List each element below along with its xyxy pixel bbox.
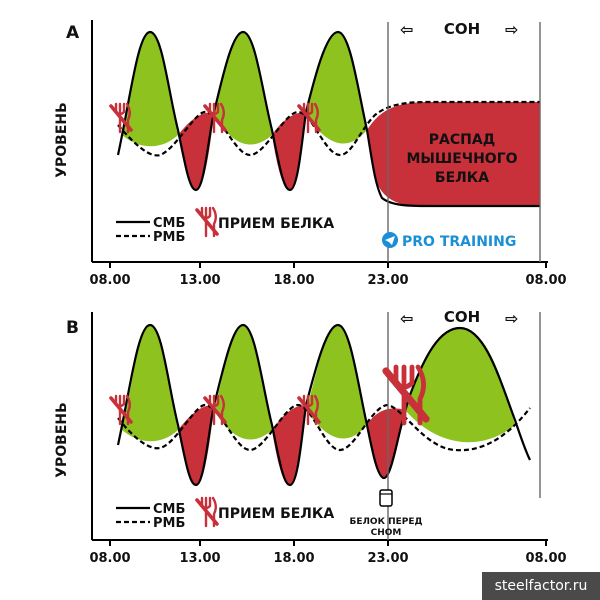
panel-b-legend-intake: ПРИЕМ БЕЛКА xyxy=(218,506,334,522)
panel-a-synthesis-peak-1 xyxy=(122,32,178,147)
panel-a-intake-icon-1 xyxy=(109,102,133,134)
panel-b-tick-4: 23.00 xyxy=(367,551,408,566)
panel-a-smb-line xyxy=(116,30,540,208)
panel-a-tick-1: 08.00 xyxy=(89,273,130,288)
panel-a-sleep-arrow-right: ⇨ xyxy=(505,20,518,39)
panel-a-tick-5: 08.00 xyxy=(525,273,566,288)
panel-b-synthesis-peak-1 xyxy=(122,325,178,442)
panel-b-synthesis-peak-sleep xyxy=(405,328,515,443)
panel-a-annotation-line-2: МЫШЕЧНОГО xyxy=(406,151,517,167)
panel-b-sleep-arrow-left: ⇦ xyxy=(400,309,413,328)
panel-b-sleep-label: СОН xyxy=(444,308,480,326)
panel-a-tick-2: 13.00 xyxy=(179,273,220,288)
panel-a-legend-intake: ПРИЕМ БЕЛКА xyxy=(218,216,334,232)
panel-b-legend-smb: СМБ xyxy=(153,502,185,517)
panel-a-y-axis-label: УРОВЕНЬ xyxy=(54,102,70,178)
panel-b-breakdown-trough-3 xyxy=(367,408,405,478)
watermark: steelfactor.ru xyxy=(482,572,600,600)
panel-a-tick-4: 23.00 xyxy=(367,273,408,288)
panel-a-sleep-label: СОН xyxy=(444,20,480,38)
panel-a: A УРОВЕНЬ ⇦ СОН ⇨ РАСПАД МЫШЕЧНОГО БЕЛКА xyxy=(54,20,567,288)
panel-b-ticks xyxy=(109,540,547,546)
panel-b-rmb-line xyxy=(117,403,531,452)
panel-a-ticks xyxy=(109,262,547,268)
panel-b-tick-2: 13.00 xyxy=(179,551,220,566)
panel-b-letter: B xyxy=(66,318,79,338)
panel-a-annotation-line-3: БЕЛКА xyxy=(435,170,489,186)
panel-a-legend-intake-icon xyxy=(195,206,219,238)
panel-b-tick-3: 18.00 xyxy=(273,551,314,566)
panel-a-annotation-line-1: РАСПАД xyxy=(429,132,495,148)
panel-b-smb-line xyxy=(116,323,531,487)
casein-label-line-2: СНОМ xyxy=(371,528,402,538)
panel-b-tick-1: 08.00 xyxy=(89,551,130,566)
casein-jar-icon xyxy=(379,489,393,507)
telegram-icon-plane xyxy=(385,236,395,245)
panel-b: B УРОВЕНЬ ⇦ СОН ⇨ xyxy=(54,308,567,566)
panel-b-tick-5: 08.00 xyxy=(525,551,566,566)
panel-a-legend-smb: СМБ xyxy=(153,216,185,231)
brand-label: PRO TRAINING xyxy=(402,234,516,250)
panel-b-legend-intake-icon xyxy=(195,496,219,528)
panel-a-sleep-arrow-left: ⇦ xyxy=(400,20,413,39)
panel-b-y-axis-label: УРОВЕНЬ xyxy=(54,402,70,478)
panel-b-legend-rmb: РМБ xyxy=(153,516,185,531)
panel-a-tick-3: 18.00 xyxy=(273,273,314,288)
panel-a-letter: A xyxy=(66,23,80,43)
casein-label-line-1: БЕЛОК ПЕРЕД xyxy=(349,517,422,527)
panel-a-legend-rmb: РМБ xyxy=(153,230,185,245)
panel-b-sleep-arrow-right: ⇨ xyxy=(505,309,518,328)
panel-b-intake-icon-1 xyxy=(109,394,133,426)
panel-a-breakdown-sleep xyxy=(367,102,540,206)
